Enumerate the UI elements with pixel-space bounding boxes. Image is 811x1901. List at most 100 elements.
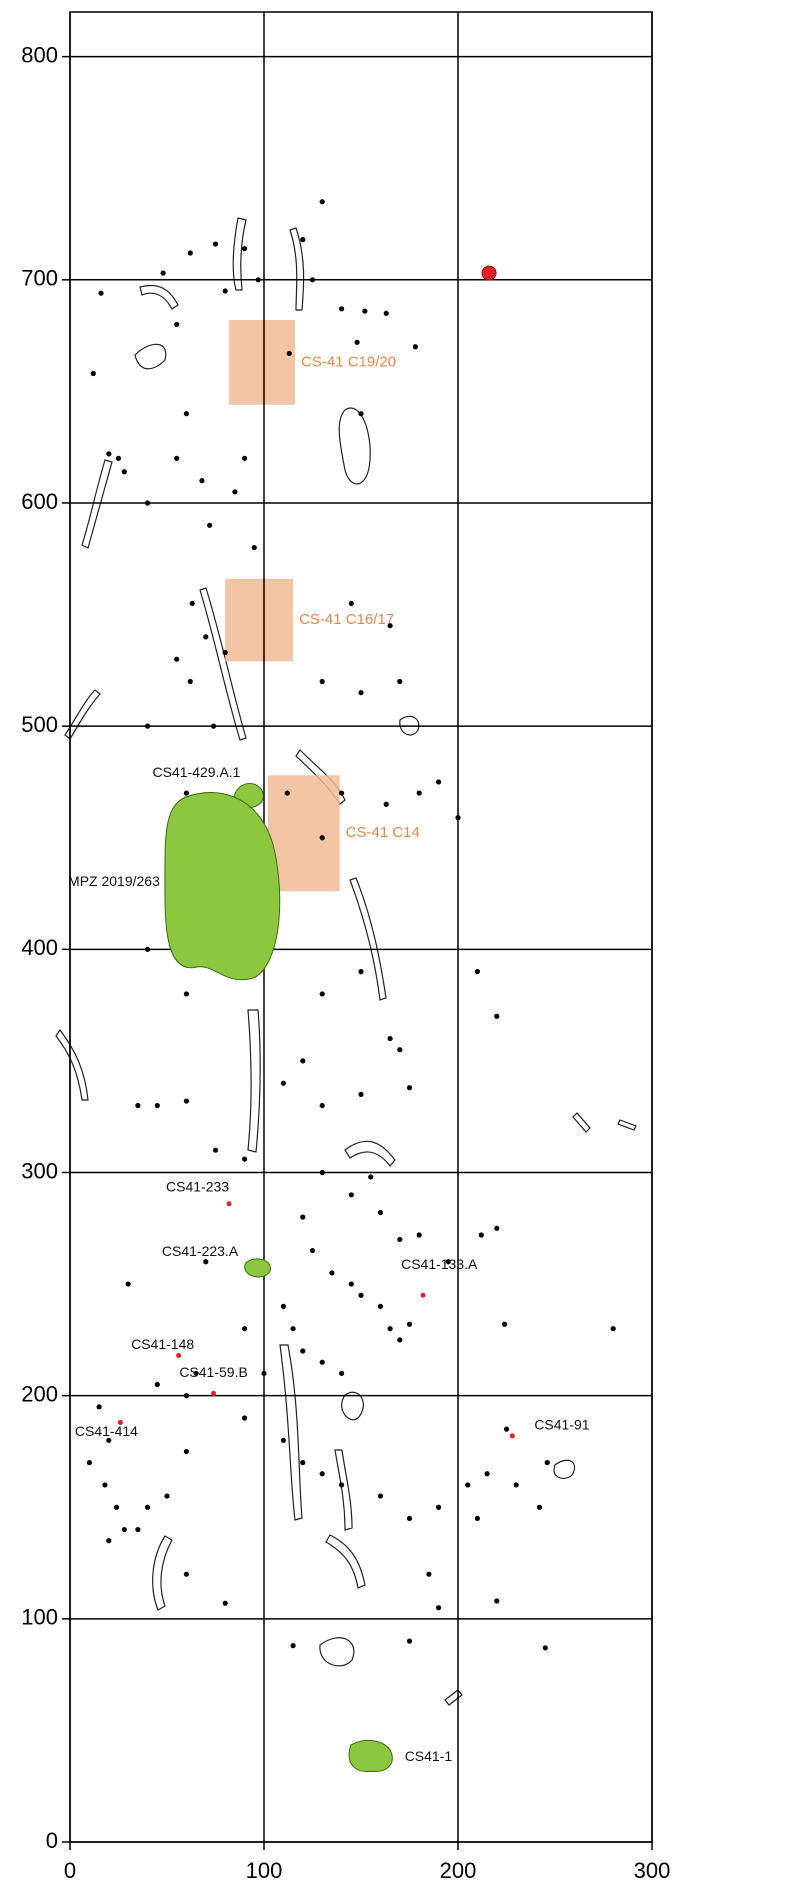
find-point	[300, 1058, 305, 1063]
find-point	[300, 1460, 305, 1465]
find-point	[300, 237, 305, 242]
find-point	[407, 1322, 412, 1327]
find-point	[261, 1371, 266, 1376]
find-point	[281, 1081, 286, 1086]
find-point	[242, 1326, 247, 1331]
find-point	[211, 724, 216, 729]
find-label: CS41-91	[534, 1417, 589, 1433]
find-point	[407, 1516, 412, 1521]
find-point	[465, 1482, 470, 1487]
find-marker	[510, 1433, 515, 1438]
find-point	[514, 1482, 519, 1487]
find-point	[203, 1259, 208, 1264]
find-point	[184, 411, 189, 416]
find-label: CS41-1	[405, 1748, 453, 1764]
find-point	[455, 815, 460, 820]
find-point	[184, 1098, 189, 1103]
find-point	[358, 411, 363, 416]
find-point	[349, 1192, 354, 1197]
find-point	[184, 1393, 189, 1398]
find-point	[368, 1174, 373, 1179]
find-point	[300, 1348, 305, 1353]
find-point	[116, 456, 121, 461]
find-point	[397, 1337, 402, 1342]
find-point	[378, 1304, 383, 1309]
find-point	[407, 1085, 412, 1090]
y-tick-label: 500	[21, 712, 58, 737]
find-point	[242, 1415, 247, 1420]
square-label: CS-41 C14	[346, 824, 420, 841]
find-point	[287, 351, 292, 356]
find-point	[122, 1527, 127, 1532]
find-point	[213, 241, 218, 246]
find-marker	[211, 1391, 216, 1396]
find-point	[174, 322, 179, 327]
find-point	[436, 1605, 441, 1610]
x-tick-label: 200	[440, 1858, 477, 1883]
find-point	[164, 1493, 169, 1498]
find-area	[349, 1740, 392, 1771]
find-area	[245, 1259, 271, 1277]
find-label: CS41-148	[131, 1336, 194, 1352]
find-point	[358, 969, 363, 974]
find-point	[475, 969, 480, 974]
find-point	[252, 545, 257, 550]
find-label: CS41-429.A.1	[153, 764, 241, 780]
find-point	[384, 311, 389, 316]
find-marker	[421, 1293, 426, 1298]
find-point	[485, 1471, 490, 1476]
x-tick-label: 100	[246, 1858, 283, 1883]
find-point	[388, 1326, 393, 1331]
y-tick-label: 800	[21, 42, 58, 67]
find-point	[426, 1572, 431, 1577]
find-point	[106, 451, 111, 456]
find-point	[384, 802, 389, 807]
find-point	[407, 1639, 412, 1644]
find-point	[102, 1482, 107, 1487]
find-point	[184, 1572, 189, 1577]
find-point	[97, 1404, 102, 1409]
find-point	[310, 1248, 315, 1253]
find-point	[320, 1471, 325, 1476]
y-tick-label: 300	[21, 1158, 58, 1183]
x-tick-label: 300	[634, 1858, 671, 1883]
find-point	[188, 679, 193, 684]
find-point	[135, 1527, 140, 1532]
find-point	[320, 1103, 325, 1108]
find-point	[388, 623, 393, 628]
find-point	[417, 790, 422, 795]
find-point	[190, 601, 195, 606]
find-point	[504, 1427, 509, 1432]
find-point	[232, 489, 237, 494]
find-point	[98, 291, 103, 296]
find-point	[378, 1210, 383, 1215]
find-point	[184, 790, 189, 795]
find-point	[223, 288, 228, 293]
find-point	[436, 779, 441, 784]
find-point	[479, 1232, 484, 1237]
find-point	[358, 690, 363, 695]
find-point	[349, 601, 354, 606]
find-point	[300, 1215, 305, 1220]
find-point	[436, 1505, 441, 1510]
excavation-square	[225, 579, 293, 662]
find-point	[320, 835, 325, 840]
find-point	[320, 991, 325, 996]
find-point	[397, 679, 402, 684]
square-label: CS-41 C16/17	[299, 611, 394, 628]
find-point	[145, 947, 150, 952]
find-label: CS41-233	[166, 1178, 229, 1194]
find-point	[291, 1326, 296, 1331]
y-tick-label: 700	[21, 266, 58, 291]
find-point	[203, 634, 208, 639]
find-point	[378, 1493, 383, 1498]
find-point	[397, 1237, 402, 1242]
find-point	[174, 657, 179, 662]
y-tick-label: 100	[21, 1605, 58, 1630]
find-area	[165, 792, 280, 979]
find-point	[223, 650, 228, 655]
find-point	[145, 500, 150, 505]
find-point	[413, 344, 418, 349]
find-point	[494, 1598, 499, 1603]
find-point	[223, 1601, 228, 1606]
